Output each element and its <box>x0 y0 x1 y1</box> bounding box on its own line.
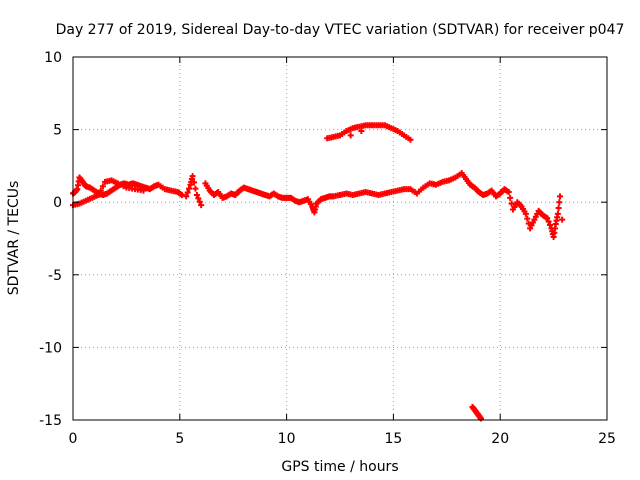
data-point <box>140 187 147 194</box>
data-point <box>183 193 190 200</box>
x-tick-label: 15 <box>384 431 402 447</box>
grid <box>73 57 607 420</box>
data-point <box>554 210 561 217</box>
data-point <box>547 221 554 228</box>
chart-title: Day 277 of 2019, Sidereal Day-to-day VTE… <box>56 22 625 38</box>
y-tick-label: -15 <box>39 413 62 429</box>
data-point <box>544 215 551 222</box>
data-point <box>184 189 191 196</box>
data-point <box>95 191 102 198</box>
data-point <box>196 198 203 205</box>
y-tick-label: 5 <box>53 123 62 139</box>
y-tick-label: 0 <box>53 195 62 211</box>
data-point <box>97 187 104 194</box>
data-point <box>407 136 414 143</box>
data-point <box>477 415 484 422</box>
x-tick-label: 20 <box>491 431 509 447</box>
axis-ticks: 0 5 10 15 20 25 10 5 0 -5 -10 -15 <box>39 50 616 447</box>
data-point <box>186 185 193 192</box>
data-point <box>556 199 563 206</box>
data-point <box>545 218 552 225</box>
data-point <box>347 132 354 139</box>
data-point <box>358 128 365 135</box>
data-point <box>557 193 564 200</box>
data-point <box>193 191 200 198</box>
x-axis-label: GPS time / hours <box>281 459 398 475</box>
plot-frame <box>72 56 608 421</box>
x-tick-label: 0 <box>69 431 78 447</box>
data-point <box>99 183 106 190</box>
data-point <box>559 216 566 223</box>
data-point <box>505 189 512 196</box>
data-point <box>192 185 199 192</box>
data-point <box>198 202 205 209</box>
x-tick-label: 25 <box>598 431 616 447</box>
x-tick-label: 10 <box>278 431 296 447</box>
y-tick-label: 10 <box>44 50 62 66</box>
x-tick-label: 5 <box>175 431 184 447</box>
data-point <box>178 191 185 198</box>
y-tick-label: -5 <box>48 268 62 284</box>
data-point <box>191 179 198 186</box>
data-point <box>524 215 531 222</box>
y-axis-label: SDTVAR / TECUs <box>6 181 22 296</box>
data-point <box>522 210 529 217</box>
data-points <box>70 122 566 422</box>
data-point <box>555 205 562 212</box>
data-point <box>189 173 196 180</box>
data-point <box>195 195 202 202</box>
data-point <box>507 194 514 201</box>
y-tick-label: -10 <box>39 340 62 356</box>
